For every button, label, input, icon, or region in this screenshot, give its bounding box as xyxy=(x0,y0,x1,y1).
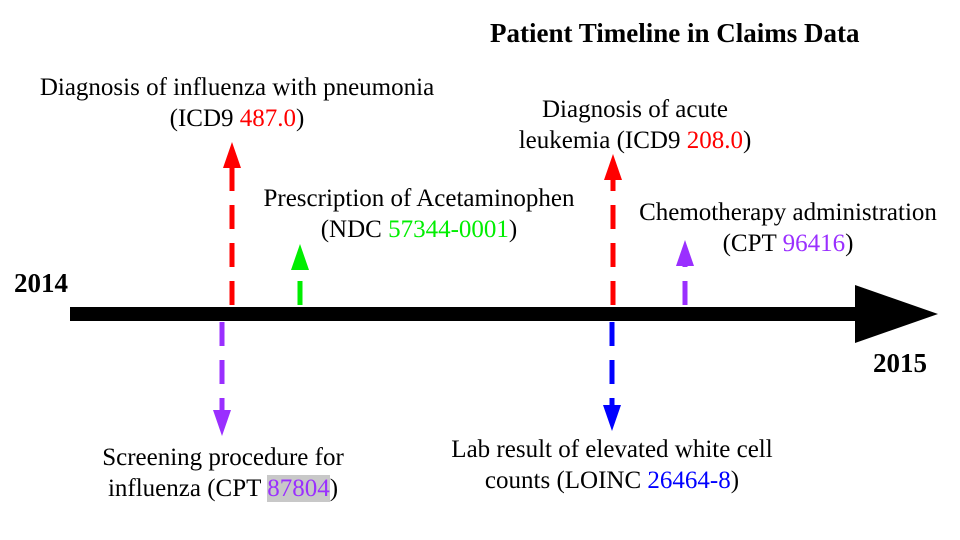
end-year-label: 2015 xyxy=(873,348,927,378)
influenza-diagnosis-label: Diagnosis of influenza with pneumonia (I… xyxy=(0,72,474,134)
wbc-lab-code: 26464-8 xyxy=(647,467,731,494)
influenza-screening-description: Screening procedure for xyxy=(102,444,344,471)
acetaminophen-prescription-code: 57344-0001 xyxy=(388,216,509,243)
chemotherapy-code: 96416 xyxy=(782,230,846,257)
influenza-screening-label: Screening procedure for influenza (CPT 8… xyxy=(82,442,364,504)
leukemia-diagnosis-description: Diagnosis of acute xyxy=(541,96,729,123)
chemotherapy-arrowhead xyxy=(676,240,694,266)
wbc-lab-code-prefix: counts (LOINC xyxy=(484,467,648,494)
influenza-screening-code-line: influenza (CPT 87804) xyxy=(82,473,364,504)
leukemia-diagnosis-label: Diagnosis of acute leukemia (ICD9 208.0) xyxy=(490,94,780,156)
influenza-diagnosis-code: 487.0 xyxy=(239,105,297,132)
page-title: Patient Timeline in Claims Data xyxy=(490,18,860,48)
acetaminophen-prescription-code-line: (NDC 57344-0001) xyxy=(234,214,604,245)
chemotherapy-code-prefix: (CPT xyxy=(722,230,783,257)
leukemia-diagnosis-code-line: leukemia (ICD9 208.0) xyxy=(490,125,780,156)
influenza-screening-code-suffix: ) xyxy=(329,475,339,502)
influenza-screening-code-prefix: influenza (CPT xyxy=(107,475,268,502)
influenza-diagnosis-arrowhead xyxy=(223,142,241,168)
acetaminophen-prescription-arrowhead xyxy=(291,244,309,270)
leukemia-diagnosis-arrowhead xyxy=(604,154,622,180)
timeline-arrowhead xyxy=(855,285,938,343)
wbc-lab-label: Lab result of elevated white cell counts… xyxy=(430,434,794,496)
wbc-lab-code-line: counts (LOINC 26464-8) xyxy=(430,465,794,496)
leukemia-diagnosis-code-prefix: leukemia (ICD9 xyxy=(518,127,687,154)
chemotherapy-code-suffix: ) xyxy=(845,230,854,257)
chemotherapy-description: Chemotherapy administration xyxy=(639,199,937,226)
start-year-label: 2014 xyxy=(14,268,68,298)
influenza-screening-arrowhead xyxy=(213,410,231,436)
influenza-diagnosis-description: Diagnosis of influenza with pneumonia xyxy=(39,74,435,101)
influenza-diagnosis-code-line: (ICD9 487.0) xyxy=(0,103,474,134)
acetaminophen-prescription-code-suffix: ) xyxy=(508,216,518,243)
acetaminophen-prescription-label: Prescription of Acetaminophen (NDC 57344… xyxy=(234,183,604,245)
wbc-lab-code-suffix: ) xyxy=(730,467,740,494)
chemotherapy-code-line: (CPT 96416) xyxy=(618,228,958,259)
acetaminophen-prescription-description: Prescription of Acetaminophen xyxy=(263,185,575,212)
influenza-diagnosis-code-prefix: (ICD9 xyxy=(169,105,240,132)
acetaminophen-prescription-code-prefix: (NDC xyxy=(320,216,389,243)
leukemia-diagnosis-code-suffix: ) xyxy=(742,127,752,154)
influenza-diagnosis-code-suffix: ) xyxy=(296,105,305,132)
leukemia-diagnosis-code: 208.0 xyxy=(686,127,743,154)
wbc-lab-arrowhead xyxy=(603,405,621,431)
wbc-lab-description: Lab result of elevated white cell xyxy=(451,436,773,463)
chemotherapy-label: Chemotherapy administration (CPT 96416) xyxy=(618,197,958,259)
influenza-screening-code: 87804 xyxy=(267,475,330,502)
timeline-axis xyxy=(70,307,860,321)
